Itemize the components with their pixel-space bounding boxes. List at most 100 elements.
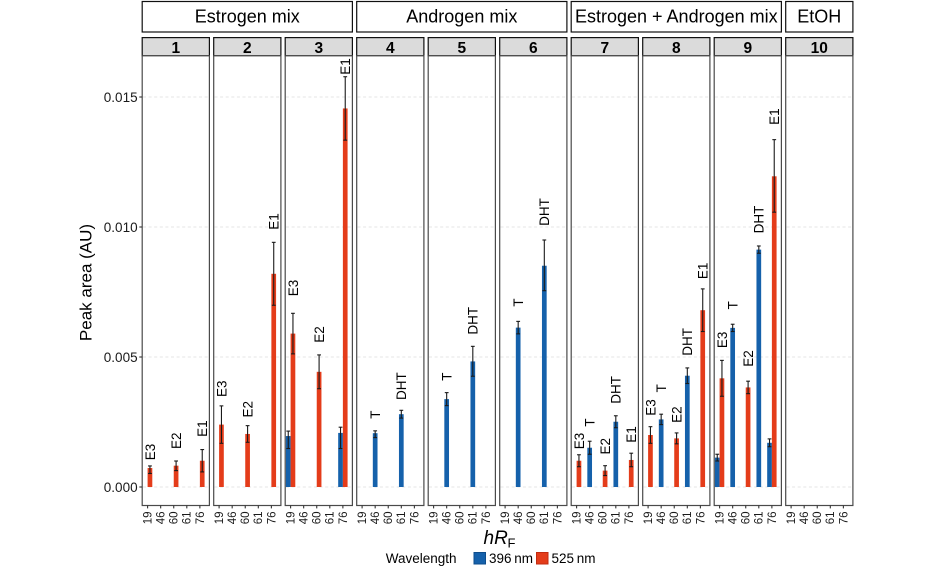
svg-text:76: 76: [481, 512, 493, 525]
svg-text:76: 76: [767, 512, 779, 525]
svg-text:Wavelength: Wavelength: [386, 551, 457, 566]
svg-text:61: 61: [396, 512, 408, 525]
svg-text:46: 46: [799, 512, 811, 525]
svg-text:E3: E3: [643, 399, 658, 416]
svg-text:DHT: DHT: [680, 328, 695, 356]
svg-text:60: 60: [312, 512, 324, 525]
svg-text:76: 76: [624, 512, 636, 525]
svg-text:76: 76: [838, 512, 850, 525]
svg-text:E1: E1: [696, 263, 711, 280]
svg-text:19: 19: [715, 512, 727, 525]
svg-text:T: T: [368, 410, 383, 418]
svg-text:60: 60: [741, 512, 753, 525]
svg-text:60: 60: [526, 512, 538, 525]
svg-text:46: 46: [728, 512, 740, 525]
svg-text:19: 19: [357, 512, 369, 525]
svg-text:T: T: [582, 418, 597, 426]
svg-text:E2: E2: [669, 406, 684, 423]
svg-text:396 nm: 396 nm: [489, 551, 533, 566]
svg-text:61: 61: [682, 512, 694, 525]
svg-text:60: 60: [598, 512, 610, 525]
svg-text:DHT: DHT: [609, 376, 624, 404]
svg-text:T: T: [654, 384, 669, 392]
svg-text:E3: E3: [286, 280, 301, 297]
svg-text:2: 2: [243, 40, 252, 57]
svg-text:46: 46: [227, 512, 239, 525]
svg-text:61: 61: [825, 512, 837, 525]
svg-text:5: 5: [457, 40, 466, 57]
svg-text:E3: E3: [143, 444, 158, 461]
svg-text:0.010: 0.010: [104, 220, 138, 235]
svg-text:76: 76: [552, 512, 564, 525]
svg-text:10: 10: [811, 40, 828, 57]
svg-text:19: 19: [429, 512, 441, 525]
svg-text:61: 61: [468, 512, 480, 525]
svg-text:E2: E2: [240, 401, 255, 418]
svg-text:Androgen mix: Androgen mix: [406, 6, 517, 26]
svg-text:T: T: [439, 373, 454, 381]
svg-text:76: 76: [338, 512, 350, 525]
svg-text:46: 46: [156, 512, 168, 525]
svg-text:E3: E3: [214, 380, 229, 397]
svg-text:T: T: [511, 298, 526, 306]
svg-text:E2: E2: [169, 432, 184, 449]
svg-text:19: 19: [214, 512, 226, 525]
svg-text:19: 19: [572, 512, 584, 525]
svg-text:7: 7: [600, 40, 609, 57]
svg-text:E1: E1: [338, 58, 353, 75]
svg-text:76: 76: [695, 512, 707, 525]
svg-text:3: 3: [314, 40, 323, 57]
svg-text:60: 60: [383, 512, 395, 525]
svg-text:76: 76: [266, 512, 278, 525]
svg-text:61: 61: [325, 512, 337, 525]
svg-text:60: 60: [240, 512, 252, 525]
svg-text:E3: E3: [715, 332, 730, 349]
svg-text:0.000: 0.000: [104, 480, 138, 495]
svg-text:9: 9: [743, 40, 752, 57]
svg-text:1: 1: [171, 40, 180, 57]
svg-text:DHT: DHT: [394, 372, 409, 400]
svg-text:6: 6: [529, 40, 538, 57]
svg-text:46: 46: [656, 512, 668, 525]
svg-text:19: 19: [500, 512, 512, 525]
svg-text:46: 46: [370, 512, 382, 525]
svg-text:19: 19: [143, 512, 155, 525]
svg-text:DHT: DHT: [466, 307, 481, 335]
svg-text:19: 19: [786, 512, 798, 525]
svg-text:Peak area (AU): Peak area (AU): [77, 224, 96, 341]
svg-text:46: 46: [299, 512, 311, 525]
svg-text:E1: E1: [767, 108, 782, 125]
svg-text:76: 76: [195, 512, 207, 525]
svg-text:61: 61: [253, 512, 265, 525]
svg-text:T: T: [725, 301, 740, 309]
svg-text:46: 46: [585, 512, 597, 525]
svg-text:46: 46: [442, 512, 454, 525]
svg-text:61: 61: [182, 512, 194, 525]
svg-text:61: 61: [611, 512, 623, 525]
svg-text:60: 60: [669, 512, 681, 525]
svg-text:61: 61: [539, 512, 551, 525]
svg-text:61: 61: [754, 512, 766, 525]
svg-text:Estrogen + Androgen mix: Estrogen + Androgen mix: [575, 6, 778, 26]
svg-text:EtOH: EtOH: [797, 6, 841, 26]
svg-text:E2: E2: [598, 438, 613, 455]
svg-text:0.015: 0.015: [104, 90, 138, 105]
svg-text:60: 60: [169, 512, 181, 525]
svg-text:8: 8: [672, 40, 681, 57]
svg-text:E2: E2: [312, 326, 327, 343]
svg-text:76: 76: [409, 512, 421, 525]
svg-text:19: 19: [286, 512, 298, 525]
svg-text:E1: E1: [267, 213, 282, 230]
svg-text:E1: E1: [624, 426, 639, 443]
svg-text:4: 4: [386, 40, 395, 57]
svg-text:525 nm: 525 nm: [552, 551, 596, 566]
svg-text:60: 60: [812, 512, 824, 525]
svg-text:F: F: [508, 536, 516, 551]
svg-text:E1: E1: [195, 420, 210, 437]
svg-text:60: 60: [455, 512, 467, 525]
svg-text:DHT: DHT: [752, 206, 767, 234]
svg-text:E2: E2: [741, 350, 756, 367]
svg-text:DHT: DHT: [537, 198, 552, 226]
svg-text:hR: hR: [484, 528, 509, 549]
svg-text:Estrogen mix: Estrogen mix: [195, 6, 300, 26]
